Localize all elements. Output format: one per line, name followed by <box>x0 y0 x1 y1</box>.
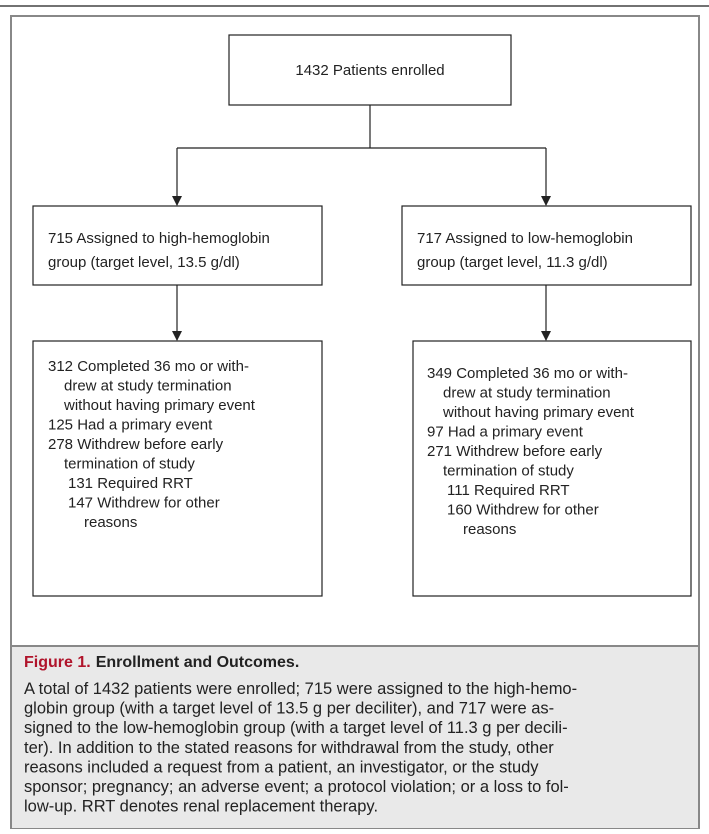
caption-line: low-up. RRT denotes renal replacement th… <box>24 798 378 816</box>
node-text: reasons <box>84 514 137 531</box>
flowchart <box>32 34 692 597</box>
node-text: 97 Had a primary event <box>427 424 584 441</box>
figure-label: Figure 1. <box>24 654 91 671</box>
node-box <box>412 340 692 597</box>
node-text: 717 Assigned to low-hemoglobin <box>417 230 633 247</box>
node-text: reasons <box>463 521 516 538</box>
node-text: drew at study termination <box>443 385 611 402</box>
caption-line: ter). In addition to the stated reasons … <box>24 739 554 757</box>
node-text: 715 Assigned to high-hemoglobin <box>48 230 270 247</box>
node-box <box>401 205 692 286</box>
caption-line: reasons included a request from a patien… <box>24 758 539 776</box>
node-text: 271 Withdrew before early <box>427 443 603 460</box>
node-text: 111 Required RRT <box>447 482 570 499</box>
caption-line: sponsor; pregnancy; an adverse event; a … <box>24 778 569 796</box>
node-text: drew at study termination <box>64 378 232 395</box>
node-text: 125 Had a primary event <box>48 417 213 434</box>
connector <box>177 105 546 149</box>
node-text: termination of study <box>64 456 195 473</box>
node-box <box>32 340 323 597</box>
node-text: without having primary event <box>63 397 256 414</box>
node-text: group (target level, 13.5 g/dl) <box>48 254 240 271</box>
figure-title: Enrollment and Outcomes. <box>96 654 300 671</box>
caption-line: globin group (with a target level of 13.… <box>24 700 554 718</box>
node-text: 278 Withdrew before early <box>48 436 224 453</box>
caption-line: A total of 1432 patients were enrolled; … <box>24 680 577 698</box>
node-text: termination of study <box>443 463 574 480</box>
node-text: 160 Withdrew for other <box>447 502 599 519</box>
node-text: 147 Withdrew for other <box>68 495 220 512</box>
caption-panel <box>10 645 700 830</box>
node-text: group (target level, 11.3 g/dl) <box>417 254 608 271</box>
node-box <box>32 205 323 286</box>
node-text: 131 Required RRT <box>68 475 193 492</box>
caption-line: signed to the low-hemoglobin group (with… <box>24 719 568 737</box>
node-text: 1432 Patients enrolled <box>295 62 444 79</box>
node-text: without having primary event <box>442 404 635 421</box>
node-text: 349 Completed 36 mo or with- <box>427 365 628 382</box>
node-text: 312 Completed 36 mo or with- <box>48 358 249 375</box>
caption-heading: Figure 1. Enrollment and Outcomes. <box>24 654 299 671</box>
